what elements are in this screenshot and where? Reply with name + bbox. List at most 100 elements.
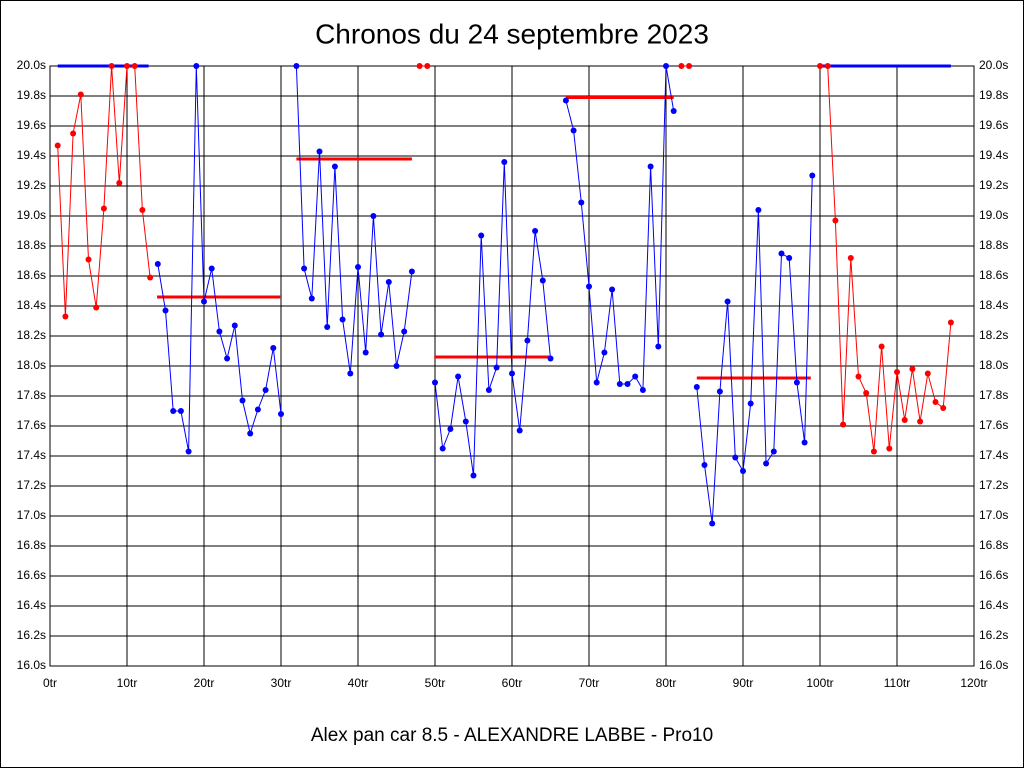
y2-tick-label: 16.0s [979, 658, 1008, 672]
lap-point [455, 373, 462, 380]
x-tick-label: 120tr [960, 676, 987, 690]
series-line [295, 65, 413, 374]
y2-tick-label: 18.8s [979, 238, 1008, 252]
y2-tick-label: 19.2s [979, 178, 1008, 192]
lap-point [639, 387, 646, 393]
lap-point [593, 379, 600, 386]
lap-point [670, 108, 677, 114]
y-tick-label: 18.4s [17, 298, 46, 312]
y2-tick-label: 16.8s [979, 538, 1008, 552]
lap-point [254, 406, 261, 413]
x-tick-label: 110tr [884, 676, 910, 690]
lap-point [686, 63, 693, 69]
lap-point [385, 279, 392, 285]
plot-border [49, 65, 975, 667]
lap-point [416, 63, 423, 69]
lap-point [524, 337, 531, 344]
y-tick-label: 19.2s [17, 178, 46, 192]
x-tick-label: 0tr [43, 676, 57, 690]
lap-point [547, 355, 554, 362]
y2-tick-label: 17.0s [979, 508, 1008, 522]
lap-point [501, 159, 508, 165]
series-line [434, 161, 551, 476]
lap-point [624, 381, 631, 387]
y-tick-label: 16.6s [17, 568, 46, 582]
lap-point [616, 381, 623, 387]
lap-point [339, 316, 346, 323]
lap-point [439, 445, 446, 452]
lap-point [855, 373, 862, 380]
lap-point [378, 331, 385, 338]
lap-point [401, 328, 408, 335]
y2-tick-label: 18.6s [979, 268, 1008, 282]
y-tick-label: 19.8s [17, 88, 46, 102]
lap-point [447, 426, 454, 432]
y-tick-label: 17.0s [17, 508, 46, 522]
lap-point [124, 63, 130, 69]
lap-point [70, 130, 77, 137]
y2-tick-label: 19.0s [979, 208, 1008, 222]
x-tick-label: 70tr [579, 676, 600, 690]
y-tick-label: 18.2s [17, 328, 46, 342]
lap-point [116, 180, 123, 186]
lap-point [470, 472, 477, 479]
lap-point [570, 127, 577, 134]
series-line [696, 175, 813, 524]
lap-point [601, 349, 608, 356]
lap-point [763, 460, 770, 467]
lap-point [663, 63, 669, 69]
x-tick-label: 30tr [271, 676, 292, 690]
lap-point [832, 217, 839, 224]
lap-point [716, 388, 723, 395]
lap-point [147, 274, 154, 281]
lap-point [578, 199, 585, 206]
y2-tick-label: 19.4s [979, 148, 1008, 162]
lap-point [193, 63, 200, 69]
lap-point [139, 207, 146, 213]
lap-point [878, 343, 885, 350]
lap-point [170, 408, 177, 414]
lap-point [840, 421, 847, 428]
lap-point [847, 255, 854, 261]
y2-tick-label: 19.6s [979, 118, 1008, 132]
lap-point [278, 411, 284, 417]
lap-point [801, 439, 808, 446]
lap-point [432, 379, 438, 386]
lap-point [216, 328, 223, 335]
lap-point [270, 345, 277, 351]
lap-point [308, 295, 315, 302]
lap-point [724, 298, 731, 305]
lap-point [208, 265, 215, 272]
lap-point [886, 445, 893, 452]
lap-point [478, 232, 485, 239]
lap-point [462, 418, 469, 425]
x-tick-label: 100tr [806, 676, 833, 690]
lap-point [485, 387, 492, 393]
y-tick-label: 17.4s [17, 448, 46, 462]
lap-point [224, 355, 231, 362]
lap-point [678, 63, 685, 69]
lap-point [740, 468, 746, 474]
x-axis-label: Alex pan car 8.5 - ALEXANDRE LABBE - Pro… [311, 725, 713, 746]
chart-title: Chronos du 24 septembre 2023 [315, 18, 709, 49]
lap-point [247, 430, 254, 437]
lap-point [778, 250, 785, 257]
lap-point [917, 418, 924, 425]
lap-point [647, 163, 654, 170]
lap-point [609, 286, 616, 293]
lap-point [770, 448, 777, 455]
y-tick-label: 17.6s [17, 418, 46, 432]
lap-point [231, 322, 238, 329]
lap-point [177, 408, 184, 414]
x-tick-label: 20tr [194, 676, 215, 690]
lap-point [824, 63, 831, 69]
lap-point [324, 324, 331, 330]
y2-tick-label: 17.2s [979, 478, 1008, 492]
lap-point [516, 427, 523, 434]
lap-point [100, 205, 107, 212]
y-tick-label: 17.2s [17, 478, 46, 492]
y2-tick-label: 17.8s [979, 388, 1008, 402]
lap-point [85, 256, 92, 263]
lap-point [532, 228, 539, 234]
